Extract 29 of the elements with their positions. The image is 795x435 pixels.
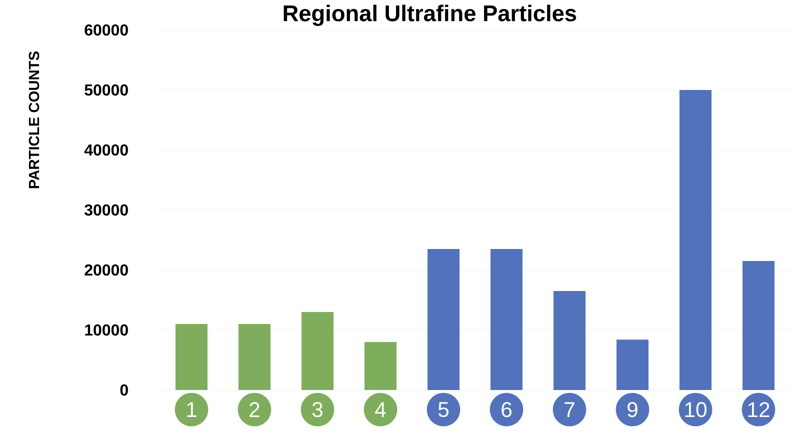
y-axis-title: PARTICLE COUNTS — [28, 51, 40, 188]
chart-title: Regional Ultrafine Particles — [284, 4, 576, 26]
y-tick-label: 0 — [120, 384, 128, 396]
x-tick-label: 3 — [312, 402, 322, 418]
x-tick-label: 6 — [502, 402, 512, 418]
x-tick-label: 2 — [250, 402, 260, 418]
x-tick-label: 5 — [438, 402, 449, 418]
bar — [364, 342, 397, 390]
y-tick-label: 30000 — [84, 204, 128, 216]
x-tick-label: 4 — [375, 402, 386, 417]
bar — [490, 249, 523, 390]
y-tick-label: 50000 — [84, 84, 128, 96]
bar — [680, 90, 712, 390]
y-tick-label: 10000 — [85, 324, 128, 336]
y-tick-label: 60000 — [84, 24, 128, 36]
x-tick-label: 10 — [685, 402, 707, 418]
x-tick-label: 9 — [628, 402, 638, 418]
bar — [238, 324, 270, 390]
y-tick-label: 20000 — [84, 264, 128, 276]
bar — [428, 249, 460, 390]
x-tick-label: 12 — [748, 402, 770, 418]
bar — [176, 324, 208, 390]
bar — [742, 260, 775, 390]
bar — [616, 340, 649, 390]
x-tick-label: 1 — [187, 402, 196, 417]
bar — [302, 312, 334, 390]
x-tick-label: 7 — [564, 402, 574, 417]
bar — [554, 291, 586, 390]
y-tick-label: 40000 — [84, 144, 128, 156]
